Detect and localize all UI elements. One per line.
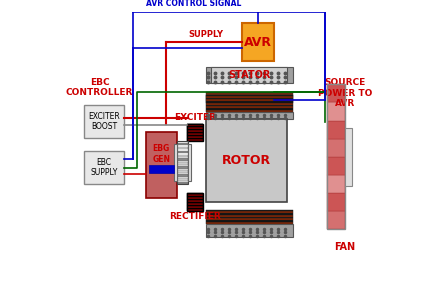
Text: STATOR: STATOR [228, 70, 270, 80]
Bar [187, 200, 202, 202]
Bar [187, 205, 202, 206]
Bar [327, 139, 345, 157]
Bar [146, 132, 177, 198]
Bar [84, 105, 124, 138]
Bar [327, 120, 345, 139]
Bar [211, 67, 287, 83]
Text: RECTIFIER: RECTIFIER [169, 212, 221, 221]
Bar [187, 206, 202, 208]
Bar [149, 165, 173, 173]
Bar [187, 133, 202, 135]
Bar [327, 102, 345, 120]
Bar [206, 211, 293, 213]
Bar [327, 84, 345, 230]
Text: EXCITER: EXCITER [173, 113, 216, 122]
Bar [206, 96, 293, 98]
Bar [206, 105, 293, 106]
Bar [206, 96, 293, 98]
Bar [206, 100, 293, 101]
Bar [206, 110, 293, 112]
Bar [206, 217, 293, 218]
Bar [327, 84, 345, 102]
Bar [187, 209, 202, 210]
Bar [206, 222, 293, 224]
Bar [187, 203, 202, 205]
Bar [206, 108, 293, 110]
Bar [177, 182, 188, 185]
Bar [206, 67, 293, 83]
Bar [188, 144, 191, 181]
Bar [187, 194, 202, 196]
Bar [206, 92, 293, 93]
Bar [187, 193, 202, 194]
Bar [187, 127, 202, 129]
Bar [187, 193, 202, 210]
Bar [327, 175, 345, 193]
Bar [327, 211, 345, 230]
Bar [177, 162, 188, 165]
Bar [187, 124, 202, 127]
Text: EBC
CONTROLLER: EBC CONTROLLER [66, 78, 133, 97]
Bar [206, 210, 293, 211]
Bar [177, 166, 188, 169]
Text: EXCITER
BOOST: EXCITER BOOST [88, 112, 120, 131]
Bar [187, 199, 202, 200]
Bar [177, 147, 188, 149]
Text: FAN: FAN [334, 242, 355, 252]
Bar [206, 112, 293, 119]
Bar [206, 98, 293, 99]
Bar [187, 136, 202, 138]
Text: GEN: GEN [153, 155, 170, 164]
Text: AVR CONTROL SIGNAL: AVR CONTROL SIGNAL [146, 0, 242, 8]
Bar [177, 159, 188, 161]
Bar [177, 174, 188, 177]
Bar [177, 170, 188, 173]
Bar [177, 155, 188, 157]
Bar [177, 143, 188, 145]
Bar [345, 128, 352, 186]
Bar [187, 196, 202, 197]
Bar [187, 124, 202, 141]
Bar [206, 215, 293, 217]
Bar [206, 101, 293, 103]
Bar [206, 119, 287, 202]
Bar [187, 132, 202, 133]
Bar [187, 208, 202, 209]
Bar [187, 138, 202, 139]
Bar [84, 151, 124, 185]
Bar [206, 101, 293, 103]
Text: EBC
SUPPLY: EBC SUPPLY [91, 158, 118, 178]
Bar [187, 202, 202, 203]
Bar [177, 151, 188, 153]
Bar [187, 129, 202, 130]
Bar [206, 224, 293, 237]
Bar [206, 213, 293, 215]
Bar [327, 193, 345, 211]
Bar [206, 220, 293, 222]
Bar [187, 135, 202, 136]
Bar [187, 139, 202, 141]
Bar [206, 106, 293, 108]
Bar [206, 103, 293, 105]
Bar [206, 99, 293, 101]
Bar [206, 218, 293, 220]
Text: SOURCE
POWER TO
AVR: SOURCE POWER TO AVR [318, 78, 372, 108]
Bar [206, 95, 293, 96]
Bar [187, 197, 202, 199]
Text: SUPPLY: SUPPLY [188, 31, 223, 39]
Bar [206, 98, 293, 100]
Bar [177, 178, 188, 181]
Bar [206, 95, 293, 96]
Bar [206, 93, 293, 95]
Text: AVR: AVR [244, 36, 272, 49]
Bar [173, 144, 177, 181]
Text: EBG: EBG [153, 144, 170, 153]
Bar [242, 23, 274, 61]
Bar [177, 141, 188, 185]
Bar [187, 130, 202, 132]
Text: ROTOR: ROTOR [222, 154, 271, 167]
Bar [327, 157, 345, 175]
